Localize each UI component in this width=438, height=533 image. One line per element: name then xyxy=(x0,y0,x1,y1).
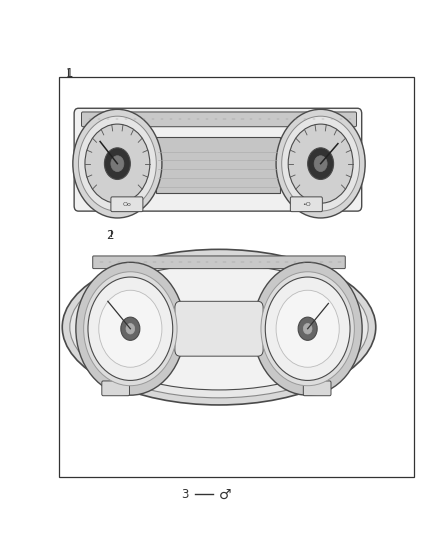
Circle shape xyxy=(126,324,134,334)
FancyBboxPatch shape xyxy=(74,108,362,211)
Bar xyxy=(59,77,413,478)
FancyBboxPatch shape xyxy=(102,381,130,395)
Text: 3: 3 xyxy=(181,488,188,501)
Circle shape xyxy=(304,324,312,334)
Text: ♂: ♂ xyxy=(219,487,232,502)
Text: Oo: Oo xyxy=(123,202,131,207)
Circle shape xyxy=(84,272,177,386)
Circle shape xyxy=(276,109,365,218)
Circle shape xyxy=(282,116,360,211)
FancyBboxPatch shape xyxy=(111,197,143,212)
Circle shape xyxy=(76,262,185,395)
FancyBboxPatch shape xyxy=(93,256,345,269)
Circle shape xyxy=(121,317,140,341)
Circle shape xyxy=(276,290,339,367)
Circle shape xyxy=(104,148,131,180)
Circle shape xyxy=(314,156,327,172)
FancyBboxPatch shape xyxy=(290,197,322,212)
Ellipse shape xyxy=(78,264,360,390)
Ellipse shape xyxy=(70,256,368,398)
Circle shape xyxy=(111,156,124,172)
Circle shape xyxy=(307,148,334,180)
Circle shape xyxy=(85,124,150,203)
Ellipse shape xyxy=(62,249,376,405)
Circle shape xyxy=(88,277,173,381)
FancyBboxPatch shape xyxy=(175,301,263,356)
Circle shape xyxy=(253,262,362,395)
Circle shape xyxy=(298,317,317,341)
Circle shape xyxy=(78,116,156,211)
FancyBboxPatch shape xyxy=(81,112,357,127)
Text: 1: 1 xyxy=(66,67,73,80)
Circle shape xyxy=(261,272,354,386)
Circle shape xyxy=(265,277,350,381)
Text: 2: 2 xyxy=(106,229,114,241)
Circle shape xyxy=(288,124,353,203)
FancyBboxPatch shape xyxy=(304,381,331,395)
Text: •O: •O xyxy=(302,202,311,207)
Circle shape xyxy=(99,290,162,367)
Circle shape xyxy=(73,109,162,218)
Bar xyxy=(156,138,279,192)
